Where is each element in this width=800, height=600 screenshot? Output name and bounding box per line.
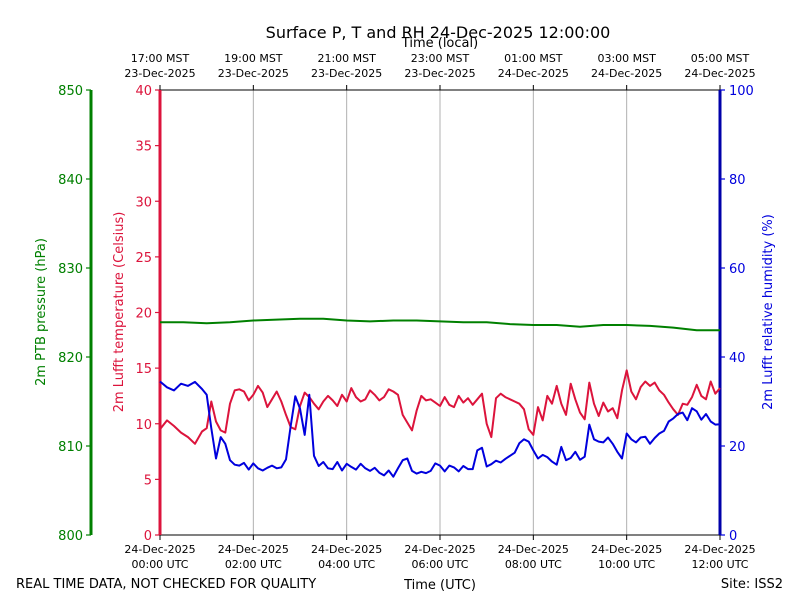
pressure-series-line — [160, 317, 720, 332]
temperature-tick-label: 0 — [144, 529, 152, 544]
site-label: Site: ISS2 — [721, 577, 783, 592]
top-tick-date: 23-Dec-2025 — [311, 67, 382, 80]
pressure-axis-label: 2m PTB pressure (hPa) — [34, 238, 49, 386]
bottom-tick-date: 24-Dec-2025 — [218, 543, 289, 556]
temperature-series-line — [159, 369, 721, 445]
top-tick-time: 01:00 MST — [504, 52, 563, 65]
humidity-axis-ticks: 0 20 40 60 80 100 — [720, 84, 754, 544]
top-tick-date: 24-Dec-2025 — [591, 67, 662, 80]
pressure-axis-ticks: 800 810 820 830 840 850 — [58, 84, 91, 544]
bottom-tick-date: 24-Dec-2025 — [311, 543, 382, 556]
humidity-series-line — [159, 380, 721, 478]
pressure-tick-label: 820 — [58, 351, 83, 366]
top-tick-time: 23:00 MST — [411, 52, 470, 65]
humidity-tick-label: 0 — [729, 529, 737, 544]
top-tick-date: 24-Dec-2025 — [498, 67, 569, 80]
bottom-tick-date: 24-Dec-2025 — [404, 543, 475, 556]
temperature-tick-label: 5 — [144, 473, 152, 488]
pressure-tick-label: 850 — [58, 84, 83, 99]
quality-disclaimer: REAL TIME DATA, NOT CHECKED FOR QUALITY — [16, 577, 316, 592]
top-tick-time: 03:00 MST — [597, 52, 656, 65]
bottom-tick-time: 00:00 UTC — [131, 558, 188, 571]
humidity-tick-label: 40 — [729, 351, 746, 366]
bottom-tick-time: 08:00 UTC — [505, 558, 562, 571]
humidity-tick-label: 20 — [729, 440, 746, 455]
top-time-ticks: 17:00 MST 23-Dec-2025 19:00 MST 23-Dec-2025… — [124, 52, 756, 90]
humidity-tick-label: 80 — [729, 173, 746, 188]
pressure-tick-label: 810 — [58, 440, 83, 455]
temperature-axis-label: 2m Lufft temperature (Celsius) — [112, 212, 127, 413]
bottom-tick-time: 06:00 UTC — [411, 558, 468, 571]
temperature-tick-label: 35 — [135, 140, 152, 155]
top-tick-date: 23-Dec-2025 — [218, 67, 289, 80]
bottom-tick-date: 24-Dec-2025 — [591, 543, 662, 556]
data-series — [159, 317, 721, 478]
bottom-time-ticks: 24-Dec-2025 00:00 UTC 24-Dec-2025 02:00 UTC… — [124, 535, 756, 571]
temperature-tick-label: 40 — [135, 84, 152, 99]
chart-title: Surface P, T and RH 24-Dec-2025 12:00:00 — [266, 23, 611, 42]
top-tick-time: 05:00 MST — [691, 52, 750, 65]
bottom-tick-time: 04:00 UTC — [318, 558, 375, 571]
vertical-gridlines — [252, 90, 628, 535]
temperature-tick-label: 30 — [135, 195, 152, 210]
pressure-tick-label: 800 — [58, 529, 83, 544]
temperature-tick-label: 15 — [135, 362, 152, 377]
top-tick-time: 21:00 MST — [317, 52, 376, 65]
bottom-axis-label: Time (UTC) — [403, 578, 476, 593]
pressure-tick-label: 830 — [58, 262, 83, 277]
bottom-tick-date: 24-Dec-2025 — [498, 543, 569, 556]
bottom-tick-time: 02:00 UTC — [225, 558, 282, 571]
top-tick-time: 19:00 MST — [224, 52, 283, 65]
top-tick-time: 17:00 MST — [131, 52, 190, 65]
top-axis-label: Time (local) — [401, 36, 478, 51]
bottom-tick-date: 24-Dec-2025 — [684, 543, 755, 556]
humidity-tick-label: 60 — [729, 262, 746, 277]
bottom-tick-time: 10:00 UTC — [598, 558, 655, 571]
temperature-axis-ticks: 0 5 10 15 20 25 30 35 40 — [135, 84, 160, 544]
top-tick-date: 24-Dec-2025 — [684, 67, 755, 80]
top-tick-date: 23-Dec-2025 — [404, 67, 475, 80]
humidity-axis-label: 2m Lufft relative humidity (%) — [761, 214, 776, 410]
bottom-tick-time: 12:00 UTC — [691, 558, 748, 571]
humidity-tick-label: 100 — [729, 84, 754, 99]
pressure-tick-label: 840 — [58, 173, 83, 188]
temperature-tick-label: 20 — [135, 307, 152, 322]
temperature-tick-label: 25 — [135, 251, 152, 266]
temperature-tick-label: 10 — [135, 418, 152, 433]
top-tick-date: 23-Dec-2025 — [124, 67, 195, 80]
bottom-tick-date: 24-Dec-2025 — [124, 543, 195, 556]
